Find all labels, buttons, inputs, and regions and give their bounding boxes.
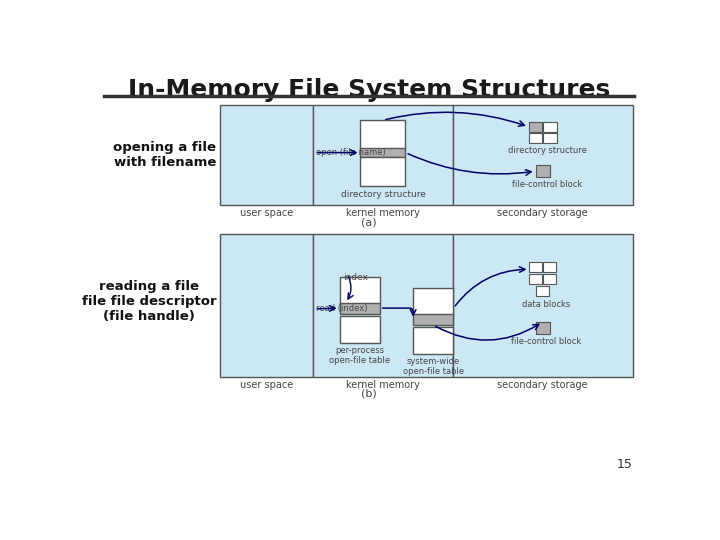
Bar: [544, 262, 556, 272]
Text: index: index: [343, 273, 368, 282]
Bar: [413, 288, 454, 315]
Text: secondary storage: secondary storage: [498, 208, 588, 218]
Bar: [361, 120, 405, 150]
Bar: [529, 262, 542, 272]
Text: per-process
open-file table: per-process open-file table: [329, 346, 390, 365]
Text: reading a file
file file descriptor
(file handle): reading a file file file descriptor (fil…: [81, 280, 216, 323]
Bar: [340, 316, 380, 343]
Bar: [536, 286, 549, 296]
Text: read (index): read (index): [316, 305, 368, 313]
Text: 15: 15: [616, 458, 632, 471]
Bar: [340, 276, 380, 303]
Text: file-control block: file-control block: [512, 180, 582, 190]
Bar: [544, 133, 557, 143]
Bar: [313, 234, 453, 377]
Bar: [544, 274, 556, 284]
Text: user space: user space: [240, 208, 293, 218]
Bar: [313, 105, 453, 205]
Text: system-wide
open-file table: system-wide open-file table: [402, 356, 464, 376]
Text: opening a file
with filename: opening a file with filename: [113, 141, 216, 169]
Bar: [361, 157, 405, 186]
Bar: [536, 322, 549, 334]
Bar: [528, 133, 542, 143]
Bar: [453, 105, 632, 205]
Text: In-Memory File System Structures: In-Memory File System Structures: [128, 78, 610, 102]
Text: directory structure: directory structure: [341, 190, 426, 199]
Text: secondary storage: secondary storage: [498, 380, 588, 390]
Bar: [529, 274, 542, 284]
Text: file-control block: file-control block: [510, 338, 581, 346]
Text: directory structure: directory structure: [508, 146, 587, 156]
Text: data blocks: data blocks: [521, 300, 570, 309]
Bar: [361, 148, 405, 157]
Bar: [528, 122, 542, 132]
Bar: [220, 234, 313, 377]
Bar: [413, 327, 454, 354]
Text: (b): (b): [361, 389, 377, 399]
Text: user space: user space: [240, 380, 293, 390]
Bar: [453, 234, 632, 377]
Bar: [340, 303, 380, 314]
Text: open (file name): open (file name): [316, 148, 386, 157]
Bar: [220, 105, 313, 205]
Text: kernel memory: kernel memory: [346, 208, 420, 218]
Bar: [536, 165, 549, 177]
Text: kernel memory: kernel memory: [346, 380, 420, 390]
Text: (a): (a): [361, 217, 377, 227]
Bar: [413, 314, 454, 325]
Bar: [544, 122, 557, 132]
